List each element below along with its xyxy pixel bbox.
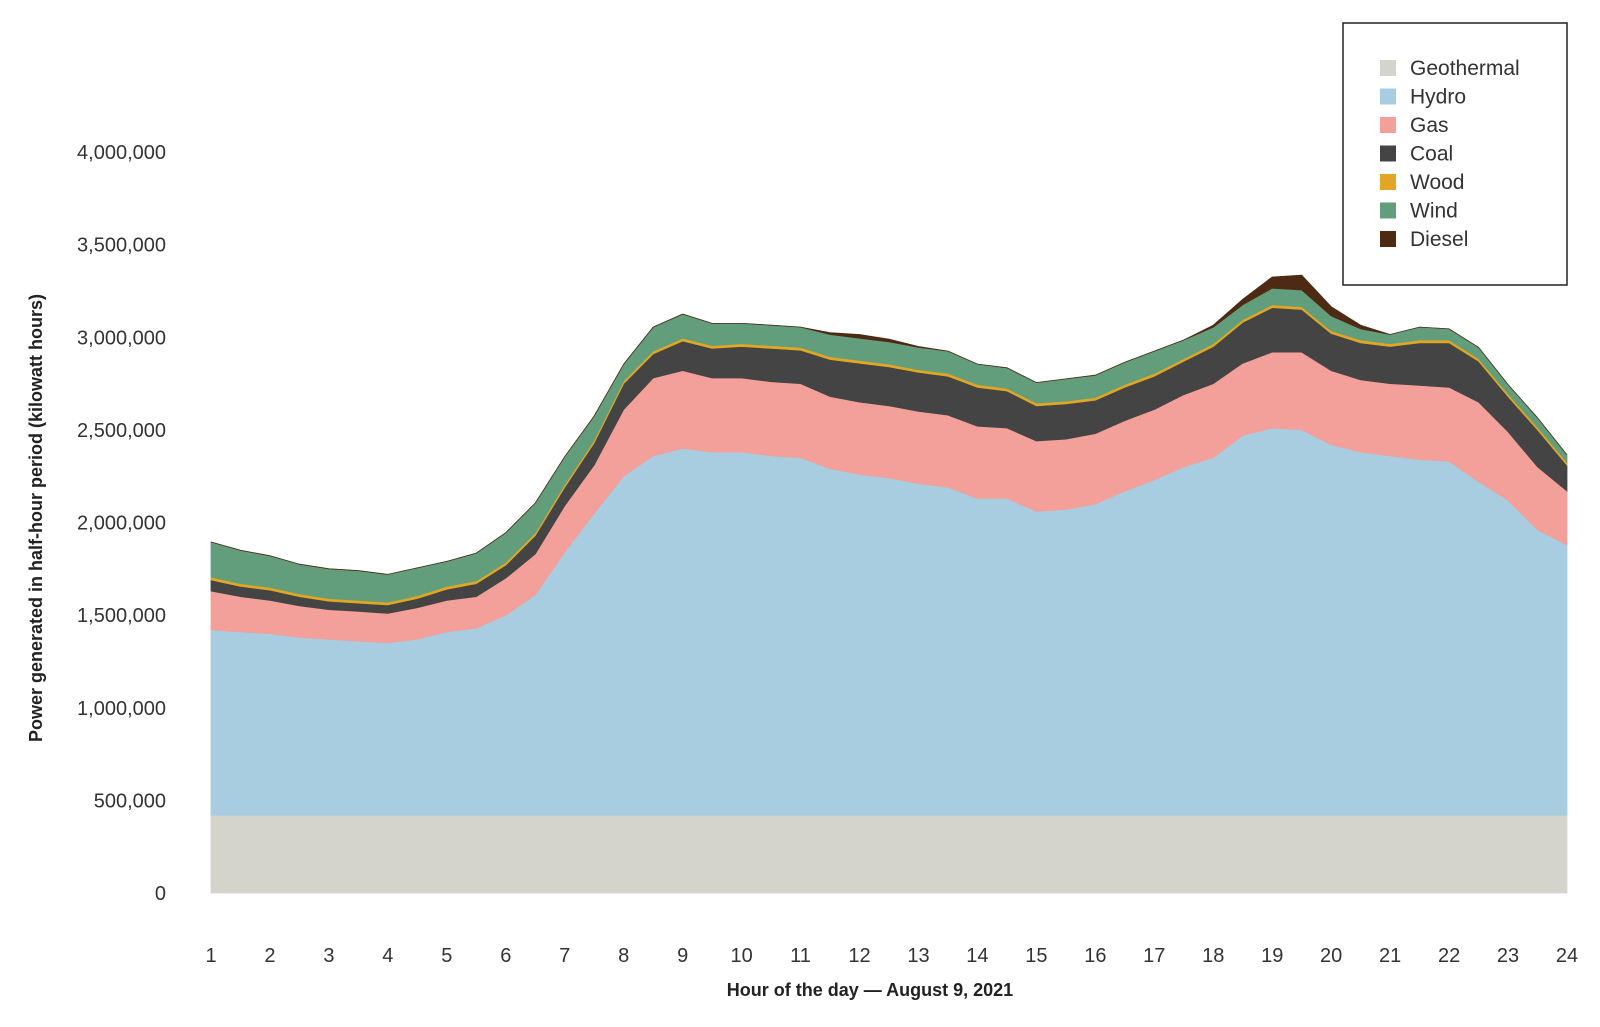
legend-label-wood: Wood bbox=[1410, 171, 1464, 194]
x-tick-label: 15 bbox=[1025, 945, 1047, 967]
x-tick-label: 14 bbox=[966, 945, 988, 967]
x-axis-title: Hour of the day — August 9, 2021 bbox=[727, 980, 1013, 1000]
legend-swatch-gas bbox=[1380, 117, 1396, 133]
area-geothermal bbox=[210, 814, 1568, 894]
y-tick-label: 4,000,000 bbox=[77, 142, 166, 164]
x-tick-label: 21 bbox=[1379, 945, 1401, 967]
x-tick-label: 19 bbox=[1261, 945, 1283, 967]
x-tick-label: 5 bbox=[441, 945, 452, 967]
y-tick-label: 2,000,000 bbox=[77, 513, 166, 535]
legend-items: Geothermal Hydro Gas Coal Wood Wind Diesel bbox=[1380, 57, 1520, 251]
legend-label-hydro: Hydro bbox=[1410, 86, 1466, 109]
x-tick-label: 4 bbox=[382, 945, 393, 967]
legend-label-wind: Wind bbox=[1410, 200, 1458, 223]
legend-swatch-wood bbox=[1380, 174, 1396, 190]
y-tick-label: 1,000,000 bbox=[77, 698, 166, 720]
area-diesel bbox=[210, 274, 1568, 575]
legend-label-gas: Gas bbox=[1410, 114, 1449, 137]
x-axis-ticks: 1 2 3 4 5 6 7 8 9 10 11 12 13 14 15 16 17 18 19 20 21 22 23 24 bbox=[205, 945, 1578, 967]
x-tick-label: 11 bbox=[790, 945, 811, 967]
x-tick-label: 23 bbox=[1497, 945, 1519, 967]
x-tick-label: 17 bbox=[1143, 945, 1165, 967]
y-tick-label: 2,500,000 bbox=[77, 420, 166, 442]
legend-label-geothermal: Geothermal bbox=[1410, 57, 1520, 80]
x-tick-label: 9 bbox=[677, 945, 688, 967]
y-axis-ticks: 0 500,000 1,000,000 1,500,000 2,000,000 2,500… bbox=[77, 142, 166, 905]
x-tick-label: 3 bbox=[323, 945, 334, 967]
x-tick-label: 10 bbox=[730, 945, 752, 967]
legend-swatch-diesel bbox=[1380, 231, 1396, 247]
y-tick-label: 0 bbox=[155, 883, 166, 905]
x-tick-label: 18 bbox=[1202, 945, 1224, 967]
legend: Geothermal Hydro Gas Coal Wood Wind Diesel bbox=[1342, 22, 1568, 286]
y-tick-label: 500,000 bbox=[94, 790, 166, 812]
y-axis-title: Power generated in half-hour period (kil… bbox=[26, 294, 46, 742]
x-tick-label: 20 bbox=[1320, 945, 1342, 967]
legend-swatch-hydro bbox=[1380, 88, 1396, 105]
legend-label-coal: Coal bbox=[1410, 143, 1453, 166]
stacked-areas bbox=[210, 274, 1568, 894]
legend-swatch-wind bbox=[1380, 202, 1396, 219]
x-tick-label: 13 bbox=[907, 945, 929, 967]
y-tick-label: 3,500,000 bbox=[77, 235, 166, 257]
x-tick-label: 7 bbox=[559, 945, 570, 967]
x-tick-label: 16 bbox=[1084, 945, 1106, 967]
x-tick-label: 2 bbox=[264, 945, 275, 967]
x-tick-label: 12 bbox=[848, 945, 870, 967]
x-tick-label: 6 bbox=[500, 945, 511, 967]
x-tick-label: 1 bbox=[205, 945, 216, 967]
x-tick-label: 24 bbox=[1556, 945, 1578, 967]
x-tick-label: 8 bbox=[618, 945, 629, 967]
y-tick-label: 3,000,000 bbox=[77, 327, 166, 349]
legend-label-diesel: Diesel bbox=[1410, 228, 1468, 251]
legend-swatch-geothermal bbox=[1380, 60, 1396, 76]
legend-swatch-coal bbox=[1380, 145, 1396, 162]
y-tick-label: 1,500,000 bbox=[77, 605, 166, 627]
x-tick-label: 22 bbox=[1438, 945, 1460, 967]
